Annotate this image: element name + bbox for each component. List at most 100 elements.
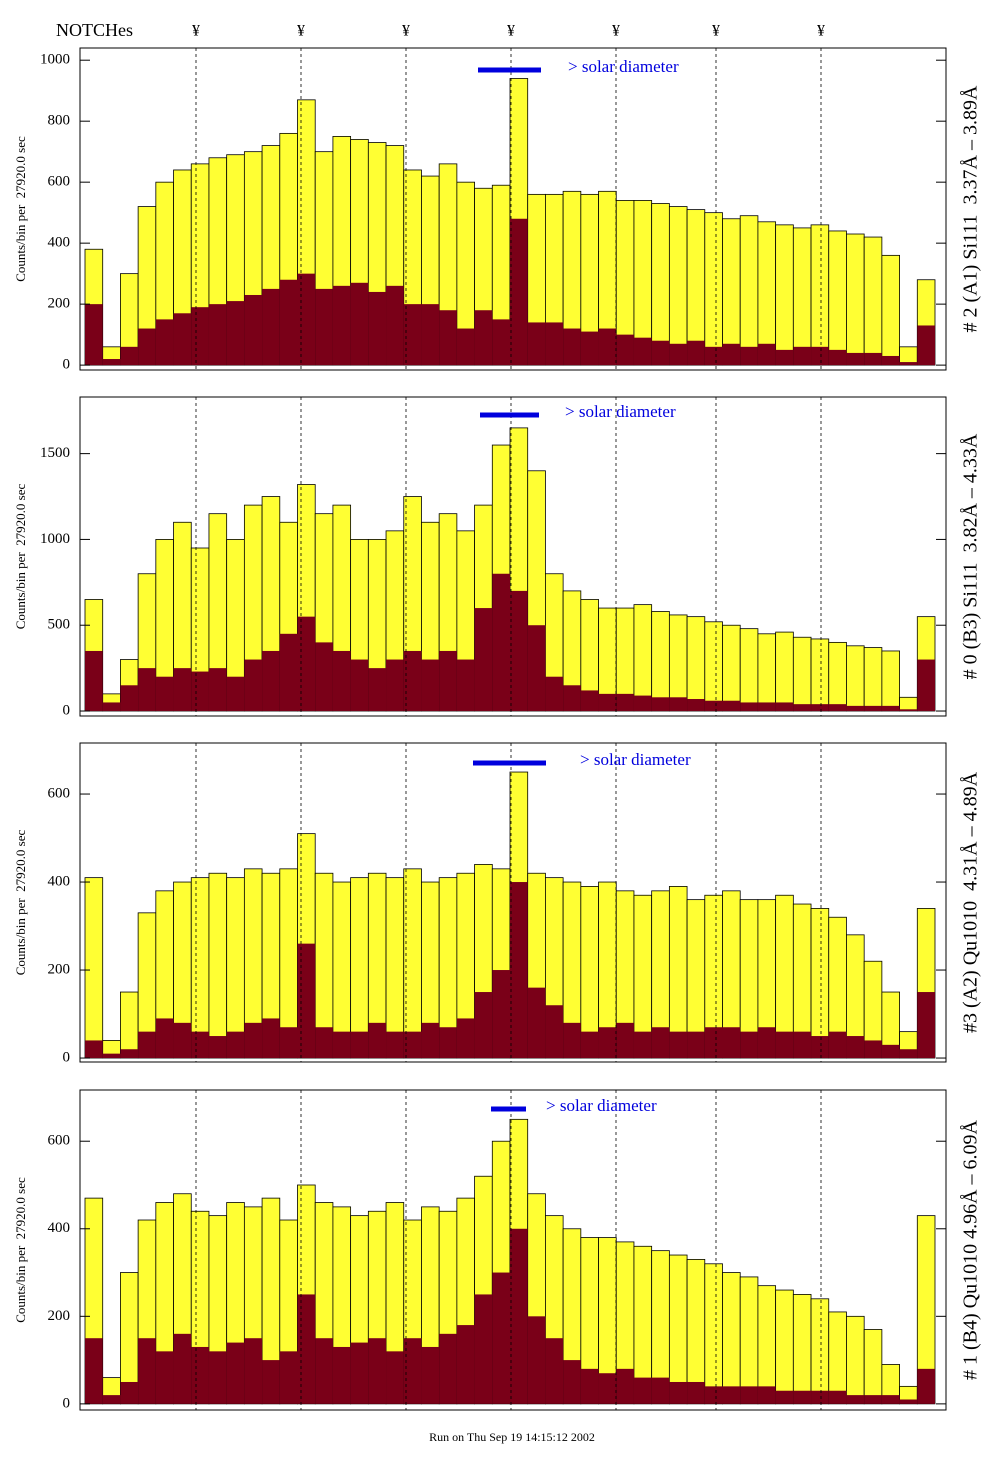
component-bar (368, 1338, 387, 1404)
component-bar (669, 697, 688, 712)
total-bar (863, 647, 883, 712)
component-bar (474, 1294, 493, 1404)
total-bar (810, 638, 830, 712)
component-bar (704, 346, 723, 366)
total-bar (863, 1329, 883, 1405)
component-bar (315, 1338, 333, 1404)
total-bar (403, 868, 422, 1059)
component-bar (510, 882, 528, 1059)
notch-marker: ¥ (297, 23, 305, 40)
y-tick-label: 0 (63, 1049, 71, 1065)
total-bar (704, 621, 723, 712)
notches-label: NOTCHes (56, 20, 133, 40)
component-bar (456, 1325, 475, 1404)
component-bar (616, 693, 634, 712)
annotation: > solar diameter (580, 750, 691, 769)
component-bar (421, 1022, 440, 1059)
component-bar (563, 328, 581, 366)
component-bar (846, 1395, 865, 1404)
component-bar (633, 1377, 652, 1404)
component-bar (527, 625, 546, 712)
total-bar (792, 227, 812, 366)
annotation: > solar diameter (568, 57, 679, 76)
component-bar (563, 1360, 581, 1404)
component-bar (368, 1022, 387, 1059)
component-bar (155, 1351, 174, 1404)
component-bar (757, 1027, 776, 1059)
total-bar (828, 641, 847, 712)
component-bar (811, 704, 829, 712)
component-bar (191, 1346, 209, 1404)
total-bar (668, 1254, 688, 1405)
notch-marker: ¥ (817, 23, 825, 40)
notch-marker: ¥ (402, 23, 410, 40)
plot-frame (79, 47, 947, 371)
side-label: #3 (A2) Qu1010 4.31Å – 4.89Å (960, 771, 982, 1033)
component-bar (386, 285, 404, 366)
component-bar (120, 346, 139, 366)
component-bar (386, 1351, 404, 1404)
y-tick-label: 200 (48, 961, 71, 977)
component-bar (173, 1022, 192, 1059)
component-bar (244, 1338, 263, 1404)
total-bar (775, 631, 794, 712)
total-bar (722, 1272, 741, 1405)
component-bar (704, 700, 723, 712)
component-bar (545, 676, 564, 712)
component-bar (439, 650, 457, 712)
component-bar (279, 1351, 298, 1404)
component-bar (722, 1027, 741, 1059)
plot-frame (79, 1089, 947, 1411)
notch-marker: ¥ (712, 23, 720, 40)
component-bar (864, 705, 882, 712)
component-bar (510, 218, 528, 366)
total-bar (757, 1285, 777, 1405)
component-bar (864, 1395, 882, 1404)
component-bar (651, 1027, 670, 1059)
component-bar (899, 1049, 918, 1059)
total-bar (810, 224, 830, 366)
component-bar (421, 1346, 440, 1404)
component-bar (598, 328, 617, 366)
component-bar (120, 1049, 139, 1059)
component-bar (828, 1031, 847, 1059)
total-bar (226, 877, 245, 1059)
component-bar (687, 1031, 705, 1059)
component-bar (492, 970, 510, 1059)
y-tick-label: 1000 (40, 52, 70, 68)
component-bar (633, 695, 652, 712)
component-bar (226, 301, 245, 366)
component-bar (580, 331, 599, 366)
component-bar (244, 1022, 263, 1059)
component-bar (598, 1373, 617, 1404)
total-bar (863, 236, 883, 366)
component-bar (793, 346, 812, 366)
component-bar (510, 590, 528, 712)
component-bar (775, 349, 794, 366)
component-bar (899, 709, 918, 712)
y-tick-label: 500 (48, 617, 71, 633)
component-bar (722, 343, 741, 366)
component-bar (244, 659, 263, 712)
total-bar (757, 221, 777, 366)
y-tick-label: 0 (63, 702, 71, 718)
component-bar (740, 1386, 758, 1404)
y-axis-label: Counts/bin per 27920.0 sec (13, 136, 28, 282)
total-bar (881, 991, 900, 1059)
component-bar (917, 325, 935, 366)
component-bar (687, 699, 705, 712)
total-bar (190, 877, 210, 1059)
component-bar (722, 1386, 741, 1404)
component-bar (208, 1036, 227, 1059)
component-bar (580, 690, 599, 712)
total-bar (828, 1311, 847, 1405)
y-tick-label: 200 (48, 1308, 71, 1324)
component-bar (704, 1386, 723, 1404)
component-bar (403, 304, 422, 366)
component-bar (757, 1386, 776, 1404)
component-bar (704, 1027, 723, 1059)
component-bar (864, 352, 882, 366)
component-bar (651, 697, 670, 712)
component-bar (262, 650, 280, 712)
